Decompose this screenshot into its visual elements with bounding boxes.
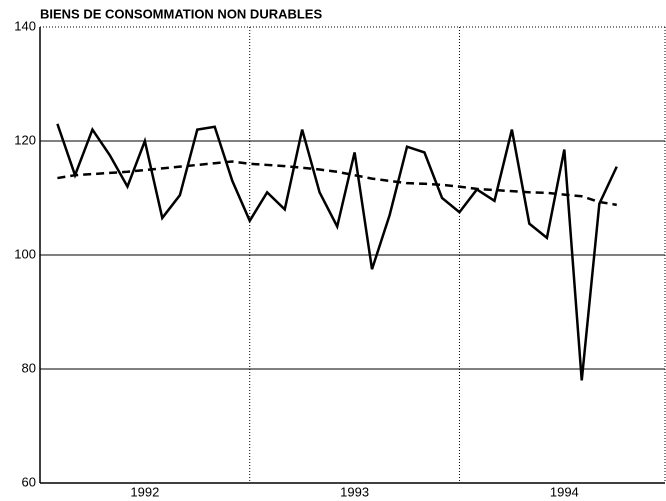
y-tick-label: 100 (14, 246, 36, 261)
y-tick-label: 140 (14, 18, 36, 33)
y-tick-label: 80 (22, 360, 36, 375)
x-tick-label: 1994 (550, 484, 579, 499)
chart-title: BIENS DE CONSOMMATION NON DURABLES (40, 6, 322, 21)
y-tick-label: 60 (22, 474, 36, 489)
y-tick-label: 120 (14, 132, 36, 147)
x-tick-label: 1993 (340, 484, 369, 499)
x-tick-label: 1992 (130, 484, 159, 499)
series-line (56, 123, 618, 381)
series-line (57, 160, 617, 207)
